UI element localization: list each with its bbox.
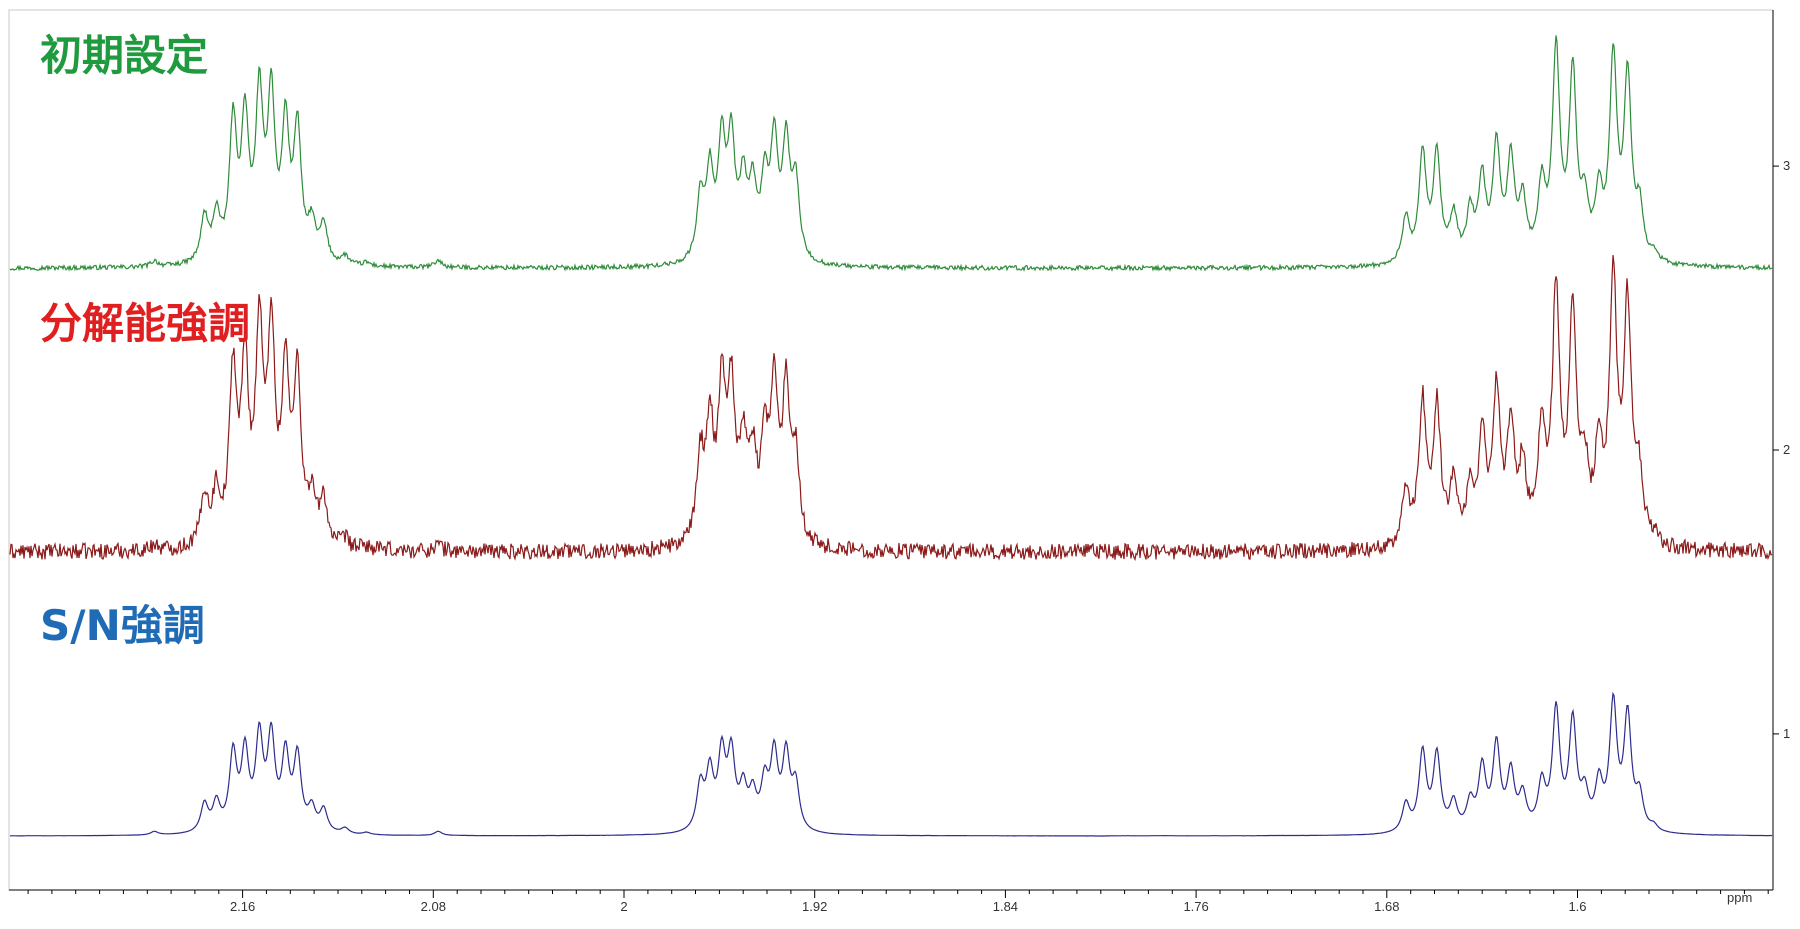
x-tick-label: 2.08 [421,899,446,914]
y-tick-label: 1 [1783,726,1790,741]
x-tick-label: 1.68 [1374,899,1399,914]
spectrum-trace-1 [9,35,1773,273]
spectrum-traces [9,35,1773,837]
series-label-initial: 初期設定 [40,31,208,80]
y-tick-label: 3 [1783,158,1790,173]
x-tick-label: 1.6 [1568,899,1586,914]
spectrum-trace-3 [9,691,1773,837]
x-axis: 2.16 2.08 2 1.92 1.84 1.76 1.68 1.6 [9,889,1773,914]
series-label-resolution-enhanced: 分解能強調 [40,299,250,348]
y-tick-label: 2 [1783,442,1790,457]
x-tick-label: 2.16 [230,899,255,914]
x-axis-unit-label: ppm [1727,890,1752,905]
x-tick-label: 1.76 [1183,899,1208,914]
x-tick-label: 2 [620,899,627,914]
x-tick-label: 1.92 [802,899,827,914]
x-tick-label: 1.84 [993,899,1018,914]
series-label-sn-enhanced: S/N強調 [40,601,205,650]
y-axis: 1 2 3 [1772,10,1790,890]
spectrum-trace-2 [9,255,1773,562]
